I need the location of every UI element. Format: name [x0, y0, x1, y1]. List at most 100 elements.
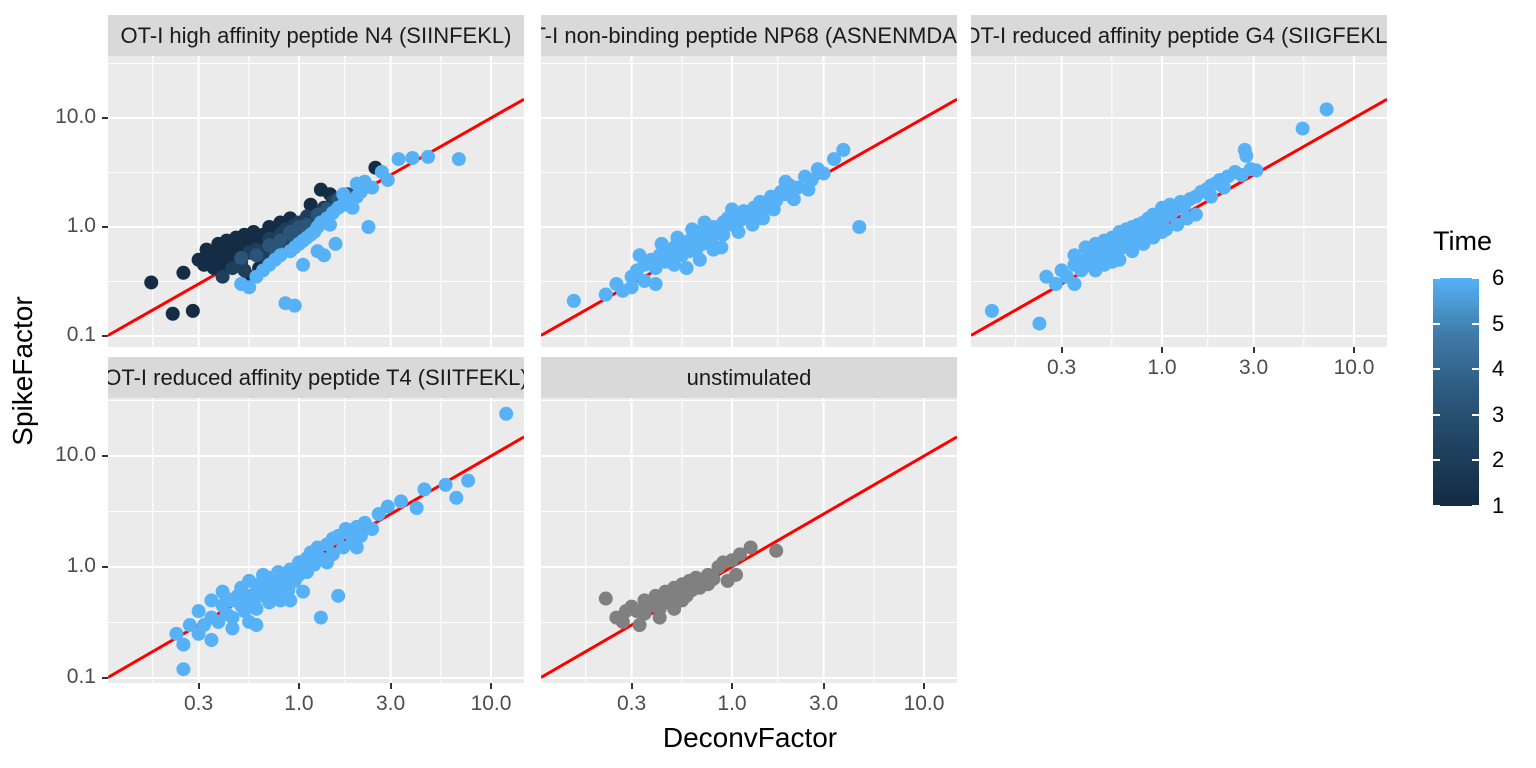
data-point — [394, 494, 409, 509]
legend-tick-mark — [1433, 277, 1440, 279]
x-tick-mark — [731, 683, 733, 689]
data-point — [380, 499, 395, 514]
data-point — [697, 215, 712, 230]
data-point — [219, 591, 234, 606]
x-tick-mark — [923, 683, 925, 689]
data-point — [615, 614, 630, 629]
data-point — [816, 166, 831, 181]
x-tick-label: 1.0 — [717, 692, 747, 715]
data-point — [745, 217, 760, 232]
identity-line — [971, 97, 1387, 337]
data-point — [1295, 121, 1310, 136]
data-point — [461, 473, 476, 488]
facet-panel — [541, 56, 957, 347]
data-point — [451, 152, 466, 167]
facet-strip: unstimulated — [541, 357, 957, 398]
data-point — [242, 614, 257, 629]
y-tick-label: 10.0 — [55, 443, 96, 466]
data-point — [731, 224, 746, 239]
data-point — [313, 610, 328, 625]
data-point — [296, 584, 311, 599]
data-point — [790, 180, 805, 195]
facet-title: OT-I non-binding peptide NP68 (ASNENMDAM… — [541, 22, 957, 48]
data-point — [685, 222, 700, 237]
y-tick-mark — [102, 117, 108, 119]
identity-line — [541, 435, 957, 679]
y-axis-title: SpikeFactor — [7, 296, 38, 446]
data-point — [349, 176, 364, 191]
data-point — [667, 601, 682, 616]
x-tick-mark — [1353, 347, 1355, 353]
data-point — [725, 202, 739, 217]
legend-tick-label: 2 — [1492, 447, 1505, 473]
data-point — [1125, 244, 1140, 259]
legend-tick-mark — [1472, 505, 1479, 507]
y-tick-label: 1.0 — [66, 214, 96, 237]
data-point — [449, 490, 464, 505]
data-point — [365, 180, 380, 195]
data-point — [191, 604, 206, 619]
legend-tick-mark — [1472, 413, 1479, 416]
data-point — [409, 501, 424, 516]
data-point — [349, 540, 364, 555]
data-point — [259, 575, 274, 590]
data-point — [391, 152, 406, 167]
legend-tick-label: 1 — [1492, 493, 1505, 518]
data-point — [1146, 230, 1161, 245]
data-point — [345, 200, 360, 215]
facet-title: OT-I reduced affinity peptide G4 (SIIGFE… — [971, 22, 1387, 48]
x-tick-label: 1.0 — [284, 692, 314, 715]
legend-tick-mark — [1433, 459, 1440, 462]
legend-tick-mark — [1472, 368, 1479, 371]
data-point — [648, 276, 663, 291]
y-tick-label: 1.0 — [66, 554, 96, 577]
data-point — [169, 626, 184, 641]
legend-tick-mark — [1433, 505, 1440, 507]
data-point — [566, 293, 581, 308]
legend-colorbar — [1433, 278, 1479, 506]
x-tick-label: 10.0 — [1333, 356, 1375, 379]
data-point — [1319, 102, 1334, 117]
data-point — [827, 152, 842, 167]
data-point — [242, 280, 257, 295]
data-point — [618, 604, 633, 619]
data-point — [692, 252, 707, 267]
data-point — [670, 230, 685, 245]
data-point — [632, 618, 647, 633]
y-tick-label: 0.1 — [66, 665, 96, 688]
data-point — [380, 172, 395, 187]
data-point — [417, 482, 432, 497]
data-point — [421, 149, 436, 164]
data-point — [766, 202, 781, 217]
x-tick-label: 3.0 — [808, 692, 839, 715]
x-tick-mark — [389, 683, 392, 689]
x-tick-mark — [630, 683, 633, 689]
data-point — [176, 637, 191, 652]
data-point — [176, 265, 191, 280]
legend-tick-label: 5 — [1492, 310, 1505, 336]
data-point — [720, 573, 735, 588]
data-point — [598, 287, 613, 302]
data-point — [237, 263, 252, 278]
data-point — [1032, 316, 1047, 331]
legend-tick-mark — [1472, 277, 1479, 279]
data-point — [283, 593, 298, 608]
data-point — [786, 192, 801, 207]
data-point — [331, 588, 346, 603]
data-point — [185, 303, 200, 318]
data-point — [1159, 222, 1174, 237]
data-point — [338, 521, 353, 536]
data-point — [743, 540, 758, 555]
legend-tick-label: 6 — [1492, 265, 1505, 290]
data-point — [405, 150, 420, 165]
data-point — [249, 248, 264, 263]
data-point — [237, 604, 252, 619]
x-tick-label: 0.3 — [616, 692, 647, 715]
data-point — [778, 174, 793, 189]
facet-title: unstimulated — [686, 364, 812, 390]
data-point — [336, 187, 351, 202]
facet-title: OT-I reduced affinity peptide T4 (SIITFE… — [108, 364, 524, 390]
data-point — [801, 182, 816, 197]
data-point — [1097, 257, 1112, 272]
